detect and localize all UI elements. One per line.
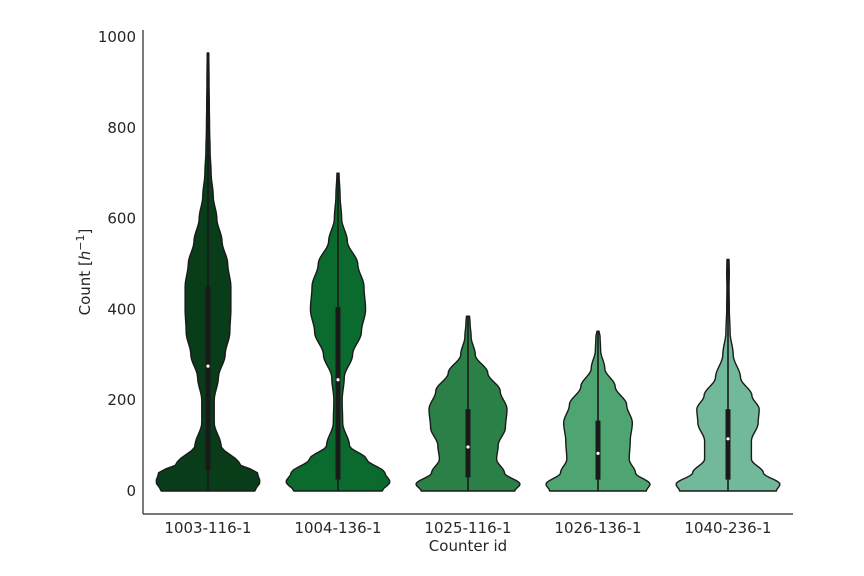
violin-median-point <box>336 378 340 382</box>
x-tick-label: 1025-116-1 <box>424 519 511 537</box>
x-tick-label: 1004-136-1 <box>294 519 381 537</box>
violin-1025-116-1 <box>415 315 521 492</box>
x-tick-label: 1040-236-1 <box>684 519 771 537</box>
violin-1040-236-1 <box>675 258 781 492</box>
y-tick-label: 0 <box>126 482 136 500</box>
y-tick-label: 400 <box>107 300 136 318</box>
x-tick-label: 1003-116-1 <box>164 519 251 537</box>
violin-1004-136-1 <box>285 172 391 492</box>
x-tick-label: 1026-136-1 <box>554 519 641 537</box>
violin-1026-136-1 <box>545 330 651 492</box>
plot-area <box>155 52 781 492</box>
y-tick-label: 800 <box>107 119 136 137</box>
y-tick-label: 1000 <box>98 28 136 46</box>
violin-median-point <box>596 451 600 455</box>
y-tick-label: 200 <box>107 391 136 409</box>
x-tick-labels: 1003-116-1 1004-136-1 1025-116-1 1026-136-1… <box>164 519 771 537</box>
y-axis-label: Count [h−1] <box>74 229 94 316</box>
violin-median-point <box>726 437 730 441</box>
violin-median-point <box>206 364 210 368</box>
violin-median-point <box>466 445 470 449</box>
y-tick-labels: 0 200 400 600 800 1000 <box>98 28 136 500</box>
violin-1003-116-1 <box>155 52 261 492</box>
y-tick-label: 600 <box>107 210 136 228</box>
x-axis-label: Counter id <box>429 537 507 555</box>
